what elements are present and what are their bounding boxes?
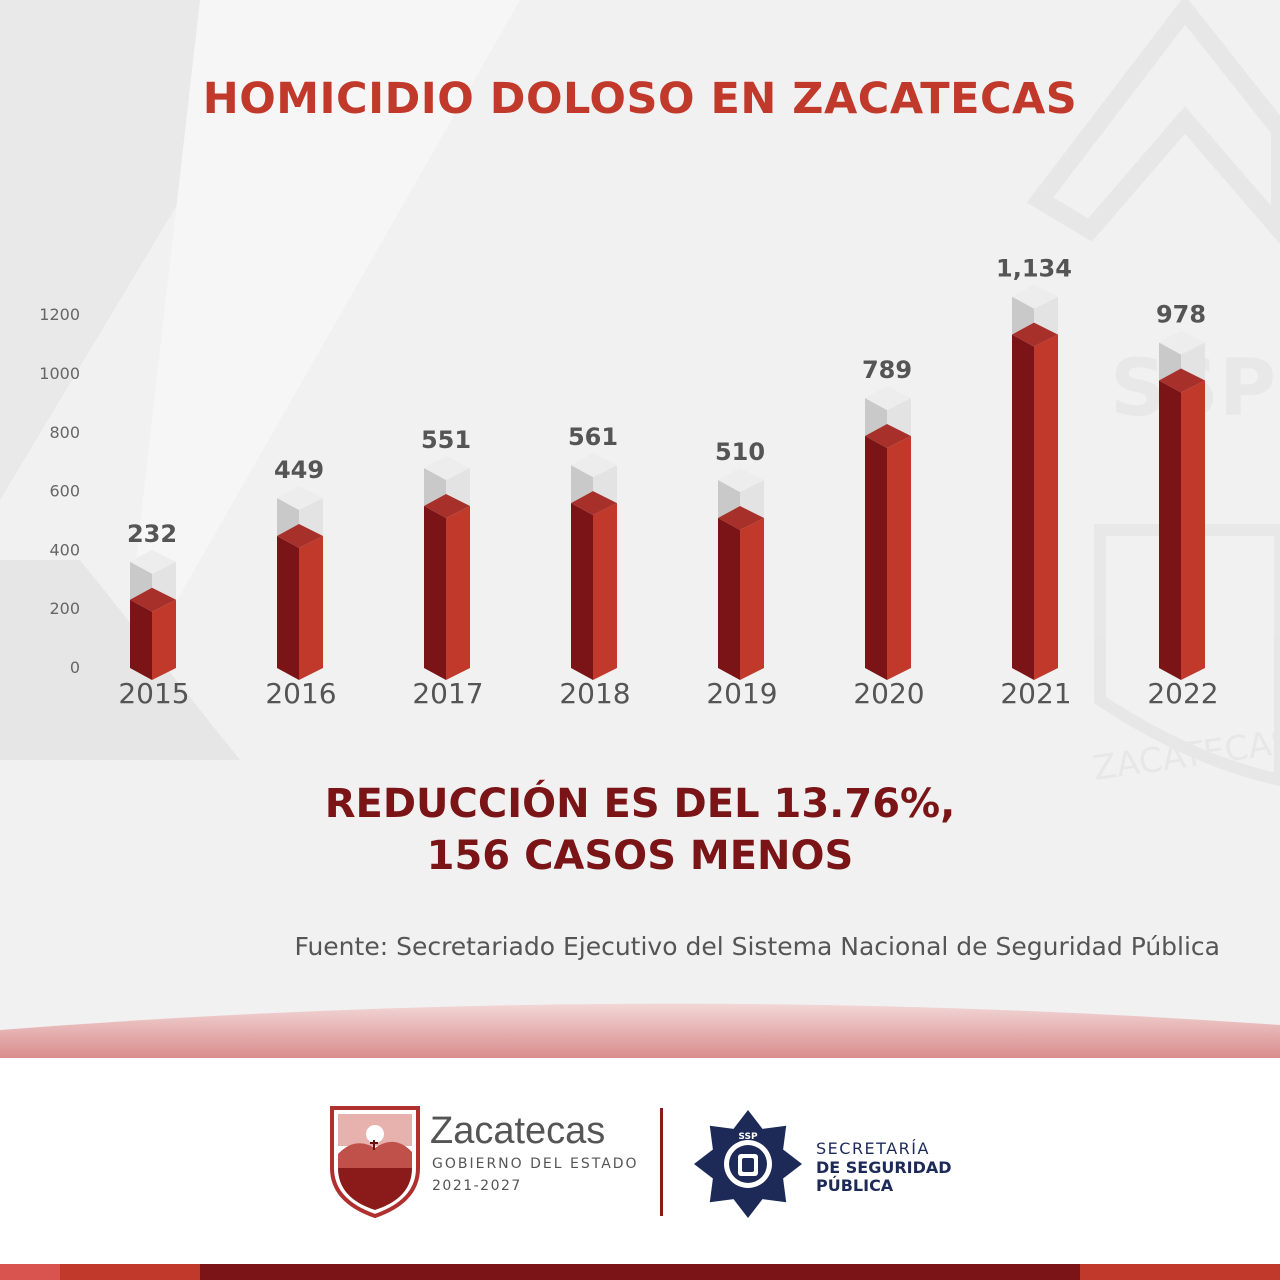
bar-front (887, 436, 911, 680)
x-tick-label: 2017 (412, 677, 483, 710)
bar-value-label: 551 (421, 426, 471, 454)
bar-side (277, 535, 299, 680)
x-tick-label: 2019 (706, 677, 777, 710)
bar-side (1159, 380, 1181, 680)
bar-front (740, 518, 764, 680)
footer-band-left (0, 1264, 60, 1280)
x-tick-label: 2015 (118, 677, 189, 710)
bar-top (571, 491, 617, 516)
bar-ghost-top (130, 549, 176, 574)
footer: Zacatecas GOBIERNO DEL ESTADO 2021-2027 … (0, 1058, 1280, 1280)
bar-front (1034, 334, 1058, 680)
ssp-line-2: DE SEGURIDAD (816, 1158, 952, 1177)
zacatecas-subtitle: GOBIERNO DEL ESTADO (432, 1156, 639, 1172)
x-tick-label: 2018 (559, 677, 630, 710)
bar-front (446, 506, 470, 680)
headline-line-2: 156 CASOS MENOS (426, 833, 854, 879)
bar-value-label: 561 (568, 423, 618, 451)
bar-front (299, 535, 323, 680)
bar-value-label: 449 (274, 456, 324, 484)
y-tick-label: 800 (49, 423, 80, 442)
y-tick-label: 0 (70, 658, 80, 677)
footer-band-main (200, 1264, 1080, 1280)
bar-ghost-top (571, 453, 617, 478)
bar-side (718, 518, 740, 680)
footer-band-mid (60, 1264, 200, 1280)
footer-band-right (1080, 1264, 1280, 1280)
bar-value-label: 1,134 (996, 255, 1072, 283)
y-tick-label: 1000 (39, 364, 80, 383)
y-tick-label: 1200 (39, 305, 80, 324)
bar-front (152, 599, 176, 680)
x-tick-label: 2022 (1147, 677, 1218, 710)
ssp-star-badge-icon: SSP (694, 1110, 802, 1218)
bar-front (1181, 380, 1205, 680)
bar-side (1012, 334, 1034, 680)
bar-value-label: 789 (862, 356, 912, 384)
bar-value-label: 232 (127, 520, 177, 548)
bar-ghost-top (424, 456, 470, 481)
footer-divider (660, 1108, 663, 1216)
bar-top (130, 587, 176, 612)
bar-ghost-top (277, 485, 323, 510)
bottom-wave (0, 1003, 1280, 1060)
bar-top (277, 523, 323, 548)
bar-side (865, 436, 887, 680)
bar-top (424, 494, 470, 519)
x-tick-label: 2021 (1000, 677, 1071, 710)
bar-top (1012, 322, 1058, 347)
bar-top (718, 506, 764, 531)
bar-value-label: 978 (1156, 300, 1206, 328)
zacatecas-shield-logo (330, 1106, 420, 1218)
headline-line-1: REDUCCIÓN ES DEL 13.76%, (324, 781, 956, 827)
ssp-line-3: PÚBLICA (816, 1176, 894, 1195)
background: SSP ZACATECAS (0, 0, 1280, 1060)
bar-top (865, 424, 911, 449)
ssp-line-1: SECRETARÍA (816, 1139, 930, 1158)
zacatecas-years: 2021-2027 (432, 1178, 522, 1194)
y-tick-label: 400 (49, 540, 80, 559)
bar-ghost-top (1159, 330, 1205, 355)
chart-title: HOMICIDIO DOLOSO EN ZACATECAS (202, 74, 1078, 124)
bar-ghost-top (865, 386, 911, 411)
bar-chart: 0 200 400 600 800 1000 1200 232 2015 449 2016 551 20… (39, 255, 1218, 710)
source-note: Fuente: Secretariado Ejecutivo del Siste… (294, 932, 1220, 961)
y-tick-label: 200 (49, 599, 80, 618)
bar-side (130, 599, 152, 680)
bar-side (571, 503, 593, 680)
x-tick-label: 2016 (265, 677, 336, 710)
bar-top (1159, 368, 1205, 393)
zacatecas-wordmark: Zacatecas (430, 1110, 606, 1152)
bar-ghost-top (718, 468, 764, 493)
y-tick-label: 600 (49, 482, 80, 501)
x-tick-label: 2020 (853, 677, 924, 710)
bar-side (424, 506, 446, 680)
bar-front (593, 503, 617, 680)
bar-value-label: 510 (715, 438, 765, 466)
ssp-badge-text: SSP (738, 1132, 758, 1142)
bar-ghost-top (1012, 284, 1058, 309)
